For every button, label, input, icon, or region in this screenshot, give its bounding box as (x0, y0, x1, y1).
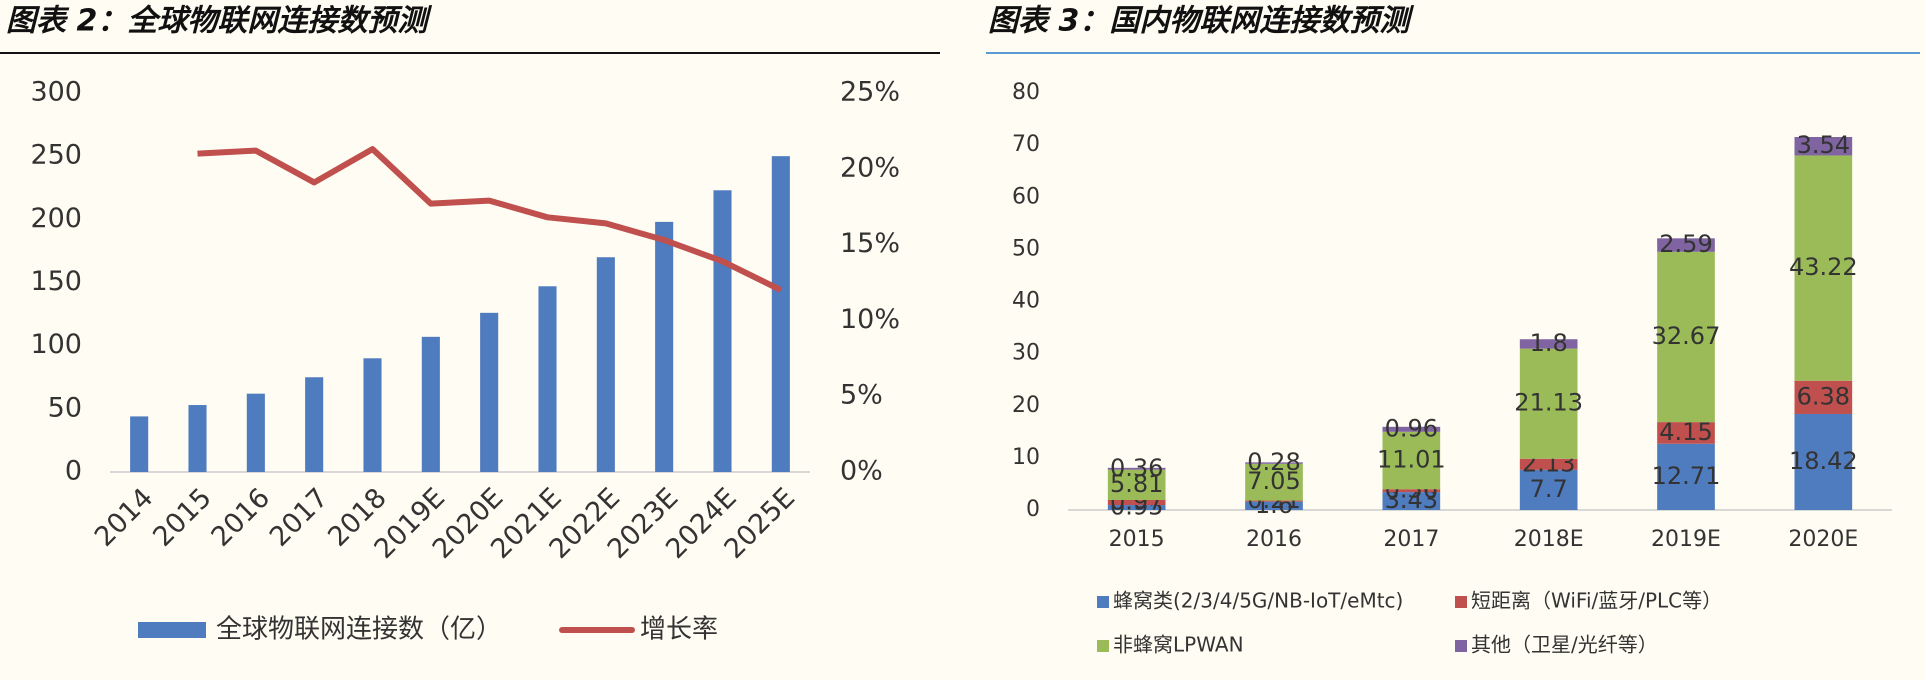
bar (130, 416, 149, 472)
data-label: 32.67 (1652, 322, 1721, 350)
y-tick-label: 100 (30, 329, 82, 360)
data-label: 12.71 (1652, 462, 1721, 490)
bar-segment (1382, 431, 1441, 490)
bar (246, 393, 265, 472)
y-tick-label: 20 (1012, 393, 1040, 418)
y-tick-label: 50 (1012, 236, 1040, 261)
bar (188, 405, 207, 472)
legend-swatch (138, 622, 206, 638)
x-tick-label: 2016 (1246, 527, 1302, 552)
data-label: 7.05 (1247, 467, 1300, 495)
y2-tick-label: 5% (840, 380, 883, 411)
bar-segment (1107, 505, 1166, 510)
y2-tick-label: 15% (840, 228, 900, 259)
bar-segment (1107, 499, 1166, 506)
bar-segment (1382, 492, 1441, 510)
chart-title: 图表 2：全球物联网连接数预测 (6, 4, 432, 39)
bar-segment (1657, 422, 1715, 444)
bar-segment (1519, 469, 1578, 510)
legend-label: 短距离（WiFi/蓝牙/PLC等） (1471, 589, 1722, 613)
data-label: 2.59 (1659, 230, 1712, 258)
bar-segment (1245, 462, 1303, 464)
bar-segment (1794, 136, 1853, 156)
x-tick-label: 2020E (1788, 527, 1858, 552)
x-tick-label: 2018E (1514, 527, 1584, 552)
legend-label: 其他（卫星/光纤等） (1471, 633, 1658, 657)
bar (771, 156, 790, 472)
y-tick-label: 0 (65, 456, 82, 487)
legend-label: 增长率 (640, 615, 718, 645)
bar-segment (1245, 500, 1303, 502)
bar (363, 358, 382, 472)
data-label: 3.54 (1797, 131, 1850, 159)
line (197, 146, 783, 293)
bar (655, 221, 674, 472)
bar-segment (1657, 251, 1715, 423)
y2-tick-label: 0% (840, 456, 883, 487)
bar-segment (1382, 426, 1441, 432)
y-tick-label: 200 (30, 203, 82, 234)
data-label: 43.22 (1789, 253, 1858, 281)
data-label: 11.01 (1377, 446, 1446, 474)
bar-segment (1657, 443, 1715, 510)
legend-swatch (1455, 640, 1467, 652)
data-label: 0.36 (1110, 454, 1163, 482)
data-label: 7.7 (1530, 475, 1568, 503)
legend-label: 全球物联网连接数（亿） (216, 615, 502, 645)
bar (713, 190, 732, 472)
bar-segment (1794, 413, 1853, 510)
y-tick-label: 250 (30, 140, 82, 171)
y2-tick-label: 10% (840, 304, 900, 335)
y2-tick-label: 25% (840, 77, 900, 108)
data-label: 0.28 (1247, 448, 1300, 476)
y-tick-label: 0 (1026, 497, 1040, 522)
bar-segment (1657, 238, 1715, 252)
legend-label: 非蜂窝LPWAN (1113, 633, 1244, 657)
bar-segment (1107, 467, 1166, 470)
y-tick-label: 40 (1012, 289, 1040, 314)
bar-segment (1519, 458, 1578, 470)
chart-title: 图表 3：国内物联网连接数预测 (988, 4, 1414, 39)
bar-segment (1245, 463, 1303, 501)
y-tick-label: 300 (30, 77, 82, 108)
bar (305, 377, 324, 472)
bar-segment (1794, 380, 1853, 414)
x-tick-label: 2015 (1109, 527, 1165, 552)
bar (538, 286, 557, 472)
bar (421, 336, 440, 472)
legend-swatch (1455, 596, 1467, 608)
bar-segment (1519, 348, 1578, 459)
y-tick-label: 70 (1012, 132, 1040, 157)
legend-label: 蜂窝类(2/3/4/5G/NB-IoT/eMtc) (1113, 589, 1403, 613)
bar (596, 257, 615, 472)
y2-tick-label: 20% (840, 152, 900, 183)
bar-segment (1519, 339, 1578, 349)
y-tick-label: 30 (1012, 341, 1040, 366)
data-label: 18.42 (1789, 447, 1858, 475)
y-tick-label: 50 (48, 392, 82, 423)
data-label: 1.8 (1530, 329, 1568, 357)
bar-segment (1794, 155, 1853, 381)
bar-segment (1245, 501, 1303, 510)
bar-segment (1107, 469, 1166, 500)
y-tick-label: 10 (1012, 445, 1040, 470)
legend-swatch (1097, 640, 1109, 652)
bar (480, 312, 499, 472)
legend-swatch (1097, 596, 1109, 608)
y-tick-label: 80 (1012, 80, 1040, 105)
y-tick-label: 60 (1012, 184, 1040, 209)
bar-segment (1382, 489, 1441, 493)
data-label: 5.81 (1110, 470, 1163, 498)
data-label: 21.13 (1514, 389, 1583, 417)
data-label: 0.96 (1385, 414, 1438, 442)
data-label: 6.38 (1797, 382, 1850, 410)
x-tick-label: 2019E (1651, 527, 1721, 552)
data-label: 4.15 (1659, 418, 1712, 446)
y-tick-label: 150 (30, 266, 82, 297)
x-tick-label: 2017 (1383, 527, 1439, 552)
